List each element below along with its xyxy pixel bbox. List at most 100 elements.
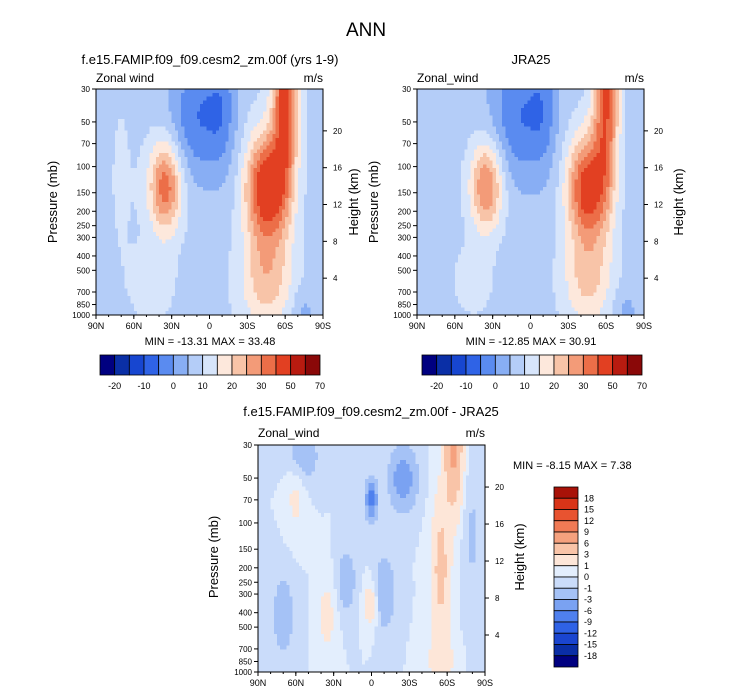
- contour-cell: [127, 235, 132, 241]
- contour-cell: [621, 92, 626, 98]
- contour-cell: [152, 235, 157, 241]
- contour-cell: [174, 254, 179, 260]
- contour-cell: [174, 243, 179, 248]
- contour-cell: [203, 307, 207, 312]
- contour-cell: [285, 137, 289, 143]
- contour-cell: [266, 115, 270, 120]
- contour-cell: [275, 168, 280, 173]
- contour-cell: [473, 104, 478, 109]
- contour-cell: [313, 266, 318, 271]
- y-tick-label: 1000: [72, 311, 90, 320]
- contour-cell: [218, 299, 223, 305]
- contour-cell: [291, 213, 296, 218]
- contour-cell: [118, 247, 122, 252]
- contour-cell: [215, 171, 220, 177]
- contour-cell: [310, 107, 315, 113]
- contour-cell: [307, 160, 311, 165]
- contour-cell: [244, 269, 248, 275]
- contour-cell: [111, 141, 116, 147]
- contour-cell: [177, 153, 182, 158]
- contour-cell: [127, 92, 132, 98]
- contour-cell: [599, 111, 604, 116]
- contour-cell: [297, 141, 302, 147]
- contour-cell: [114, 149, 119, 154]
- contour-cell: [118, 190, 122, 196]
- contour-cell: [291, 254, 296, 260]
- contour-cell: [259, 239, 264, 245]
- contour-cell: [618, 104, 623, 109]
- contour-cell: [215, 130, 220, 135]
- contour-cell: [256, 266, 261, 271]
- contour-cell: [102, 243, 107, 248]
- contour-cell: [130, 217, 135, 222]
- contour-cell: [228, 258, 233, 263]
- contour-cell: [193, 126, 198, 132]
- contour-cell: [136, 179, 141, 184]
- contour-cell: [565, 111, 569, 116]
- contour-cell: [111, 262, 116, 267]
- contour-cell: [291, 273, 296, 278]
- contour-cell: [200, 284, 204, 290]
- contour-cell: [146, 209, 151, 214]
- contour-cell: [212, 232, 217, 237]
- contour-cell: [319, 171, 324, 177]
- contour-cell: [127, 183, 132, 188]
- contour-cell: [237, 179, 242, 184]
- contour-cell: [159, 168, 163, 173]
- contour-cell: [111, 171, 116, 177]
- contour-cell: [247, 303, 252, 309]
- contour-cell: [218, 92, 223, 98]
- contour-cell: [275, 119, 280, 124]
- contour-cell: [285, 130, 289, 135]
- contour-cell: [121, 213, 125, 218]
- contour-cell: [228, 303, 233, 309]
- contour-cell: [206, 190, 211, 196]
- contour-cell: [140, 100, 144, 105]
- contour-cell: [118, 296, 122, 301]
- contour-cell: [285, 96, 289, 101]
- contour-cell: [231, 122, 236, 128]
- contour-cell: [222, 183, 226, 188]
- contour-cell: [486, 100, 491, 105]
- contour-cell: [193, 104, 198, 109]
- contour-cell: [250, 171, 255, 177]
- contour-cell: [310, 243, 315, 248]
- contour-cell: [253, 104, 258, 109]
- contour-cell: [200, 183, 204, 188]
- panel-reference-y2-label: Height (km): [671, 168, 686, 235]
- contour-cell: [193, 111, 198, 116]
- contour-cell: [304, 303, 308, 309]
- contour-cell: [96, 168, 100, 173]
- contour-cell: [174, 134, 179, 139]
- contour-cell: [121, 137, 125, 143]
- contour-cell: [250, 307, 255, 312]
- contour-cell: [300, 134, 305, 139]
- contour-cell: [250, 198, 255, 203]
- contour-cell: [285, 186, 289, 192]
- contour-cell: [435, 115, 440, 120]
- contour-cell: [266, 258, 270, 263]
- contour-cell: [155, 179, 160, 184]
- contour-cell: [222, 194, 226, 199]
- contour-cell: [212, 164, 217, 169]
- contour-cell: [206, 175, 211, 180]
- contour-cell: [231, 205, 236, 211]
- contour-cell: [203, 145, 207, 150]
- contour-cell: [127, 115, 132, 120]
- contour-cell: [244, 171, 248, 177]
- contour-cell: [250, 296, 255, 301]
- contour-cell: [282, 284, 286, 290]
- contour-cell: [177, 292, 182, 297]
- contour-cell: [259, 281, 264, 286]
- contour-cell: [417, 115, 421, 120]
- contour-cell: [244, 209, 248, 214]
- contour-cell: [136, 292, 141, 297]
- contour-cell: [218, 239, 223, 245]
- contour-cell: [275, 205, 280, 211]
- contour-cell: [420, 104, 424, 109]
- contour-cell: [168, 186, 173, 192]
- contour-cell: [467, 111, 472, 116]
- contour-cell: [603, 89, 607, 94]
- contour-cell: [571, 89, 576, 94]
- contour-cell: [241, 202, 245, 207]
